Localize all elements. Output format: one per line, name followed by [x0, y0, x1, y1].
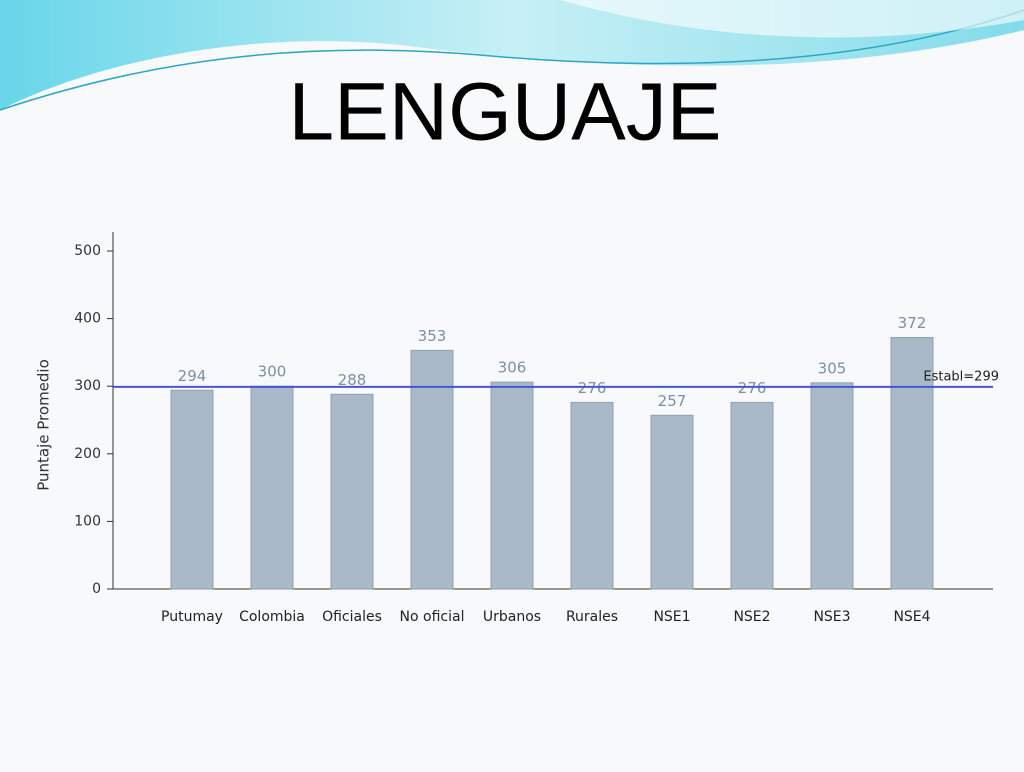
reference-label: Establ=299 [923, 369, 999, 384]
bar [490, 381, 534, 590]
bar [250, 385, 294, 590]
bar [170, 389, 214, 590]
value-label: 276 [578, 379, 607, 397]
value-label: 353 [418, 327, 447, 345]
header-curve [0, 9, 1024, 111]
x-tick-label: NSE2 [733, 609, 770, 625]
value-label: 294 [178, 367, 207, 385]
value-label: 276 [738, 379, 767, 397]
x-tick-label: No oficial [400, 609, 465, 625]
y-tick-label: 400 [74, 311, 101, 327]
y-tick-label: 300 [74, 378, 101, 394]
x-tick-label: Oficiales [322, 609, 382, 625]
value-label: 300 [258, 363, 287, 381]
y-tick-label: 100 [74, 513, 101, 529]
bar [330, 393, 374, 590]
y-axis-label: Puntaje Promedio [35, 359, 53, 491]
slide-title: LENGUAJE [289, 67, 722, 158]
x-tick-label: Rurales [566, 609, 618, 625]
x-tick-label: Colombia [239, 609, 305, 625]
y-tick-label: 0 [92, 581, 101, 597]
value-label: 288 [338, 371, 367, 389]
bar [410, 349, 454, 590]
x-tick-label: NSE3 [813, 609, 850, 625]
value-label: 372 [898, 314, 927, 332]
x-tick-label: NSE1 [653, 609, 690, 625]
value-label: 305 [818, 359, 847, 377]
bar [810, 382, 854, 590]
bar [730, 401, 774, 590]
y-tick-label: 200 [74, 446, 101, 462]
bar [650, 414, 694, 590]
value-label: 306 [498, 359, 527, 377]
x-tick-label: Putumay [161, 609, 223, 625]
x-tick-label: NSE4 [893, 609, 930, 625]
bar [570, 401, 614, 590]
value-label: 257 [658, 392, 687, 410]
header-highlight [560, 0, 1024, 38]
x-tick-label: Urbanos [483, 609, 541, 625]
y-tick-label: 500 [74, 243, 101, 259]
bar [890, 337, 934, 590]
